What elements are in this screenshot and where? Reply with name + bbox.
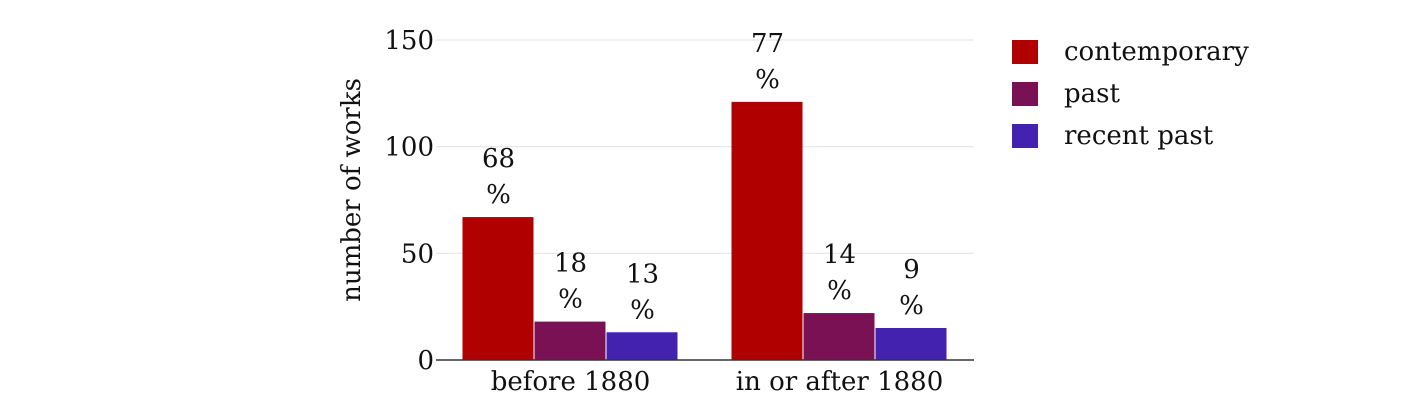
- legend: contemporary past recent past: [1012, 37, 1249, 151]
- legend-label: past: [1064, 79, 1120, 109]
- bars: [462, 101, 947, 360]
- y-axis-title: number of works: [337, 78, 367, 302]
- y-tick-label: 0: [417, 346, 434, 376]
- legend-swatch: [1012, 82, 1038, 106]
- y-tick-label: 150: [384, 26, 434, 56]
- data-label: 14%: [823, 240, 856, 306]
- bar-contemporary: [462, 217, 534, 360]
- bar-recent-past: [606, 332, 678, 360]
- bar-past: [534, 321, 606, 360]
- legend-label: contemporary: [1064, 37, 1249, 67]
- legend-label: recent past: [1064, 121, 1214, 151]
- x-tick-label: before 1880: [491, 367, 651, 397]
- x-tick-label: in or after 1880: [736, 367, 944, 397]
- x-axis: before 1880 in or after 1880: [436, 359, 974, 397]
- bar-past: [803, 313, 875, 360]
- bar-contemporary: [731, 101, 803, 360]
- bar-recent-past: [875, 328, 947, 360]
- y-axis: 0 50 100 150: [384, 26, 434, 376]
- legend-swatch: [1012, 40, 1038, 64]
- data-labels: 68 % 18 % 13 % 77 % 14 % 9%: [482, 29, 924, 325]
- data-label: 68%: [482, 144, 515, 210]
- data-label: 18%: [554, 249, 587, 315]
- data-label: 77%: [751, 29, 784, 95]
- data-label: 9%: [899, 255, 924, 321]
- y-tick-label: 50: [401, 239, 434, 269]
- data-label: 13%: [626, 259, 659, 325]
- legend-swatch: [1012, 124, 1038, 148]
- y-tick-label: 100: [384, 133, 434, 163]
